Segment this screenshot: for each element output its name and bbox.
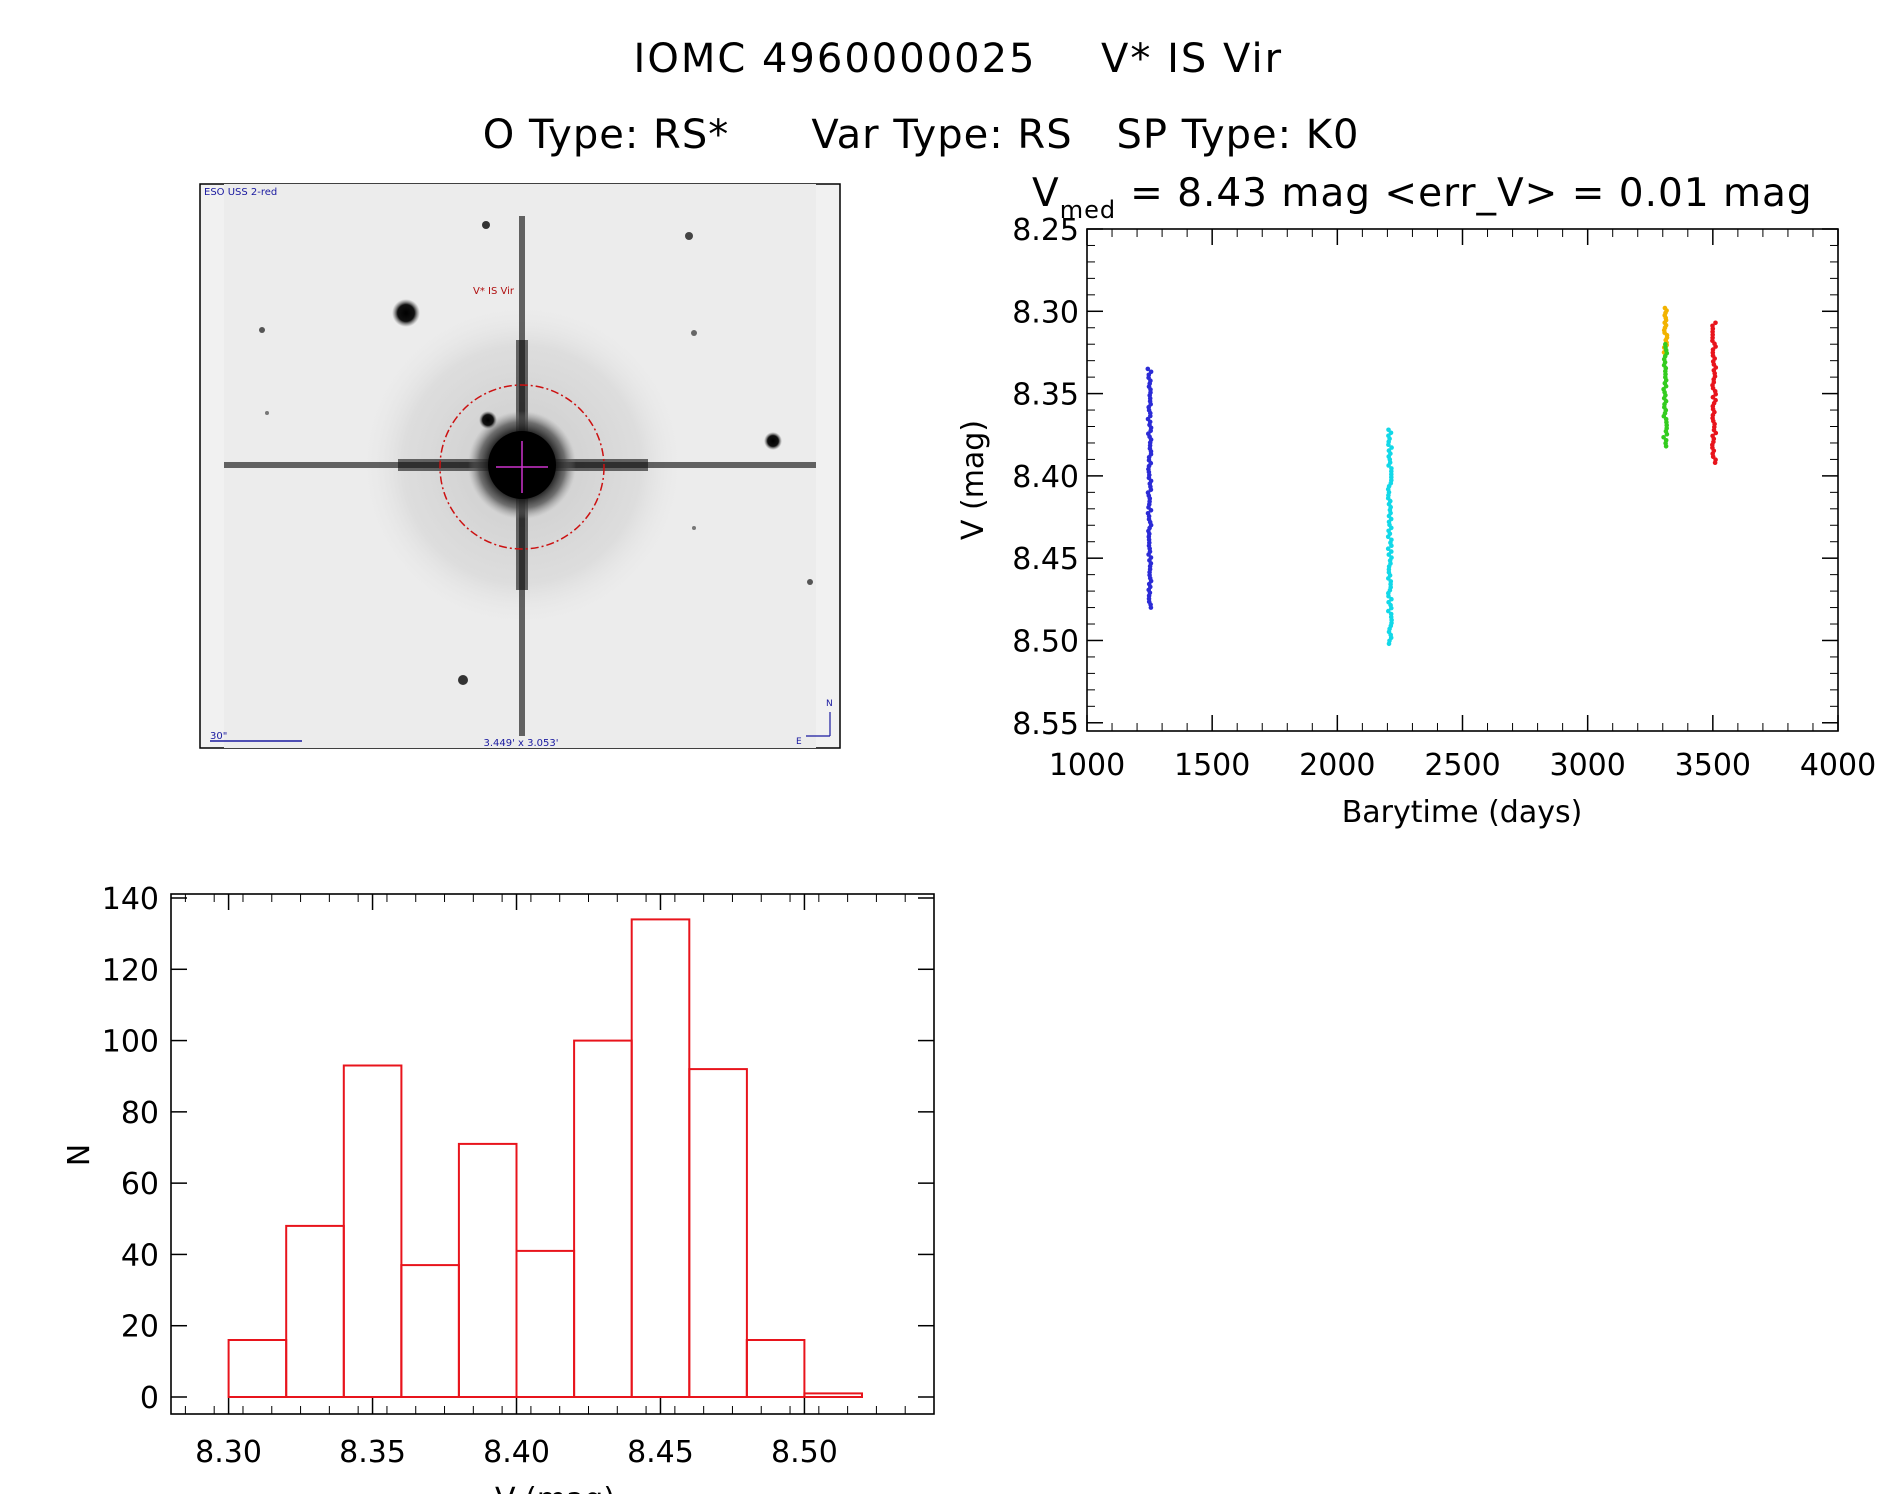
sky-scale-bar: 30" [210,731,302,742]
hist-xtick-label: 8.40 [483,1435,550,1470]
hist-xtick-label: 8.35 [339,1435,406,1470]
lc-point-season-1 [1148,605,1154,610]
hist-bar [285,1224,345,1399]
hist-ytick-label: 80 [121,1096,159,1131]
lc-point-season-2 [1386,641,1392,647]
histogram-xlabel: V (mag) [495,1482,615,1494]
histogram-frame [170,893,935,1415]
sky-target-label: V* IS Vir [473,286,515,297]
header-object-name: V* IS Vir [1101,36,1283,82]
sky-fov-label: 3.449' x 3.053' [483,738,558,749]
hist-bar [457,1142,518,1399]
header-object-id: IOMC 4960000025 [634,36,1037,82]
lc-point-season-2 [1385,534,1391,540]
hist-bar [342,1064,403,1398]
hist-bar [227,1339,288,1398]
sky-image: ESO USS 2-red V* IS Vir 30" 3.449' x 3.0… [199,183,841,749]
hist-bar [803,1392,864,1399]
lc-point-season-2 [1386,463,1391,468]
hist-bar [630,918,691,1399]
hist-bar [515,1249,576,1399]
histogram-ylabel: N [59,1144,94,1166]
lightcurve-title-v: V [1032,171,1060,216]
compass-east-label: E [796,737,802,747]
lc-ytick-label: 8.30 [1012,295,1079,330]
lc-ytick-label: 8.25 [1012,213,1079,248]
lc-ytick-label: 8.45 [1012,542,1079,577]
lightcurve-frame [1086,228,1839,732]
hist-ytick-label: 40 [121,1238,159,1273]
hist-ytick-label: 100 [102,1025,159,1060]
lc-point-season-2 [1386,608,1391,614]
sky-scale-label: 30" [210,731,227,742]
lc-point-season-2 [1386,593,1391,599]
lc-point-season-2 [1389,596,1394,602]
hist-bar [688,1068,748,1398]
header-vartype: Var Type: RS [811,112,1072,158]
lc-ytick-label: 8.55 [1012,707,1079,742]
lc-point-season-2 [1389,605,1394,611]
lc-xtick-label: 2000 [1299,748,1375,783]
lc-point-season-1 [1148,487,1154,493]
hist-xtick-label: 8.50 [771,1435,838,1470]
compass-north-label: N [826,699,833,709]
lc-xtick-label: 4000 [1800,748,1876,783]
lc-point-season-2 [1385,546,1391,551]
lc-point-season-4 [1712,460,1718,466]
lc-point-season-1 [1145,366,1151,372]
hist-ytick-label: 140 [102,882,159,917]
compass-icon: N E [796,699,833,747]
lc-point-season-1 [1148,508,1154,513]
lc-ytick-label: 8.50 [1012,624,1079,659]
lc-point-season-2 [1386,442,1391,448]
hist-bar [745,1339,806,1398]
lightcurve-ylabel: V (mag) [956,420,991,540]
lc-ytick-label: 8.35 [1012,378,1079,413]
lc-point-season-3b [1661,435,1666,440]
lc-point-season-4 [1713,344,1718,349]
lc-point-season-2 [1386,552,1392,557]
lc-xtick-label: 3500 [1675,748,1751,783]
lc-xtick-label: 2500 [1424,748,1500,783]
lc-point-season-4 [1713,430,1719,436]
histogram-chart: N V (mag) 8.30 8.35 8.40 8.45 8.50 0 20 40 60 80… [59,882,935,1494]
lc-point-season-4 [1713,320,1718,326]
lc-xtick-label: 1500 [1174,748,1250,783]
hist-ytick-label: 20 [121,1310,159,1345]
lc-xtick-label: 3000 [1549,748,1625,783]
lc-point-season-3b [1664,432,1670,437]
header-sptype: SP Type: K0 [1117,112,1360,158]
hist-xtick-label: 8.30 [195,1435,262,1470]
lightcurve-title-sub: med [1060,196,1116,224]
lc-point-season-2 [1389,525,1394,531]
sky-survey-label: ESO USS 2-red [204,187,277,198]
lightcurve-title: Vmed = 8.43 mag <err_V> = 0.01 mag [1032,171,1813,224]
header-otype: O Type: RS* [483,112,729,158]
lc-point-season-2 [1389,445,1394,450]
lightcurve-chart: Vmed = 8.43 mag <err_V> = 0.01 mag Baryti… [956,171,1876,830]
lightcurve-title-rest: = 8.43 mag <err_V> = 0.01 mag [1130,171,1813,216]
lc-point-season-4 [1713,392,1718,397]
lc-point-season-4 [1710,394,1716,400]
hist-bar [573,1039,633,1398]
lc-point-season-3b [1663,444,1669,449]
lightcurve-xlabel: Barytime (days) [1342,795,1583,830]
lc-xtick-label: 1000 [1049,748,1125,783]
hist-ytick-label: 120 [102,953,159,988]
lc-point-season-2 [1389,543,1394,548]
hist-bar [400,1264,460,1398]
hist-ytick-label: 0 [140,1381,159,1416]
hist-ytick-label: 60 [121,1167,159,1202]
hist-xtick-label: 8.45 [627,1435,694,1470]
lc-ytick-label: 8.40 [1012,460,1079,495]
